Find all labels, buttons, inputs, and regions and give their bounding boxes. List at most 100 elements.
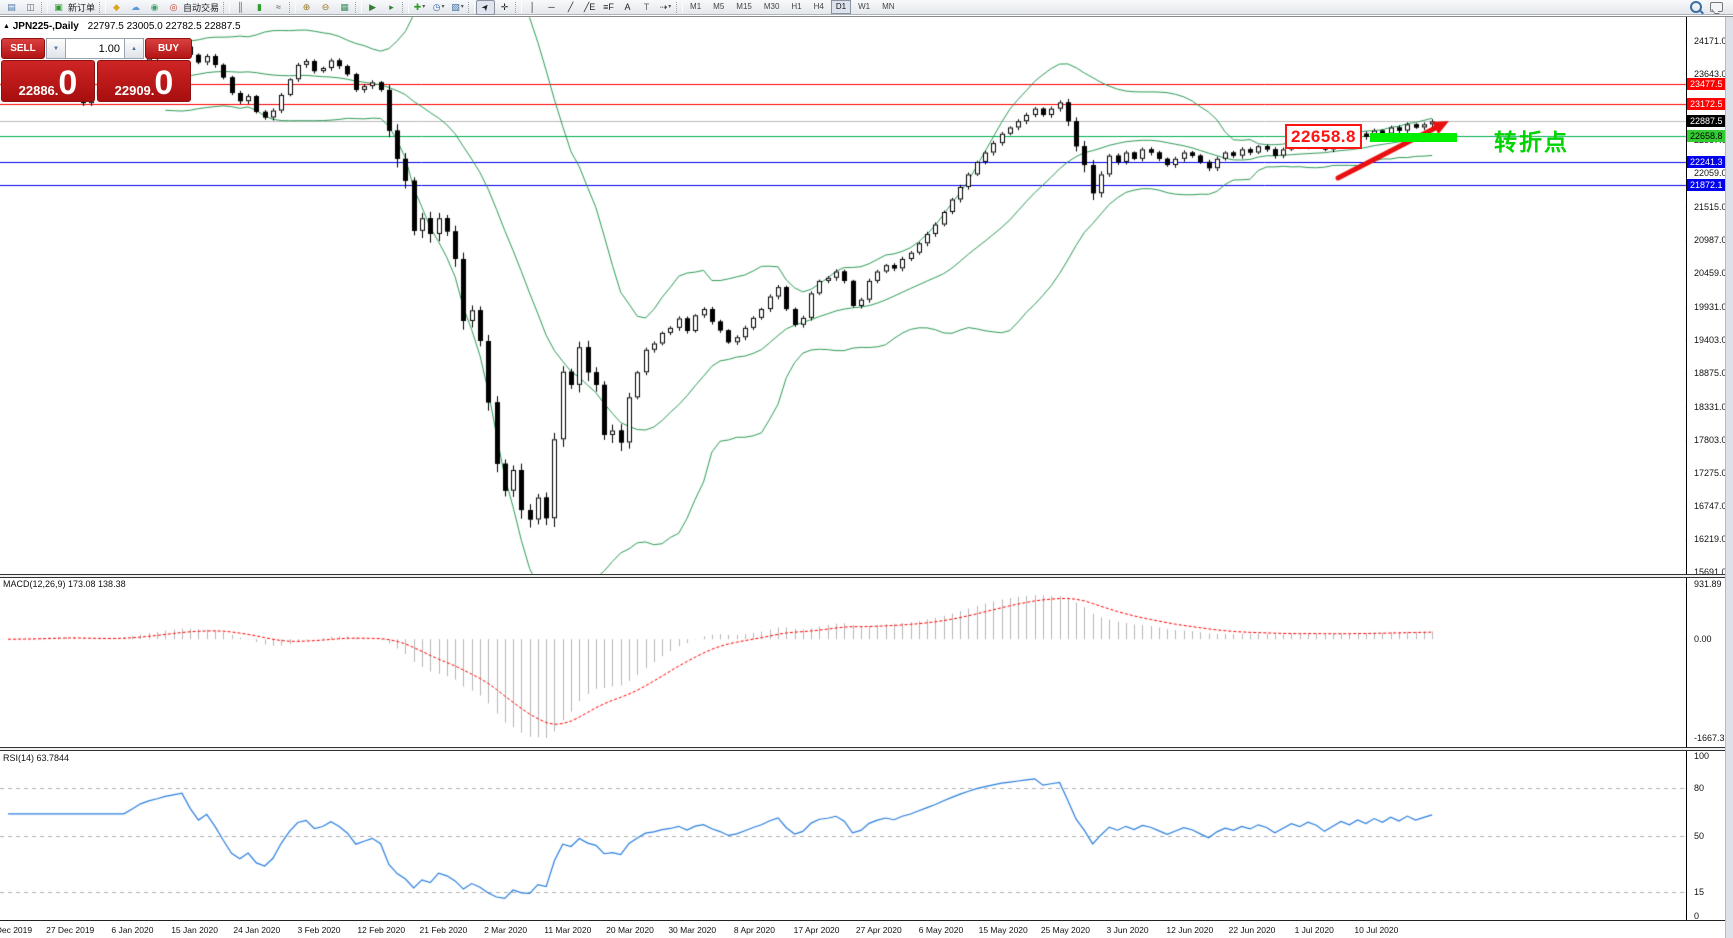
buy-price-separator: . (150, 83, 155, 98)
chart-window-border (0, 16, 1733, 17)
turning-point-annotation: 转折点 (1494, 129, 1569, 155)
bar-chart-icon[interactable]: ║ (231, 0, 250, 15)
time-axis-label: 25 May 2020 (1040, 925, 1090, 935)
price-axis-tick: 17803.0 (1694, 434, 1727, 445)
time-axis-label: 30 Mar 2020 (668, 925, 717, 935)
sell-button[interactable]: SELL (1, 38, 45, 59)
rsi-axis-tick: 100 (1694, 751, 1710, 761)
templates-icon[interactable]: ▧ ▾ (448, 0, 467, 15)
vertical-line-icon[interactable]: │ (523, 0, 542, 15)
timeframe-button-d1[interactable]: D1 (830, 0, 852, 14)
time-axis-label: 12 Jun 2020 (1166, 925, 1214, 935)
arrows-icon[interactable]: ⇢ ▾ (656, 0, 675, 15)
symbol-marker-icon: ▲ (3, 23, 10, 30)
fibonacci-icon: ≡F (603, 1, 614, 12)
buy-price-main: 22909 (114, 83, 151, 98)
cloud-icon: ☁ (131, 1, 141, 12)
text-icon[interactable]: A (618, 0, 637, 15)
crosshair-icon[interactable]: ✛ (495, 0, 514, 15)
chevron-down-icon[interactable]: ▾ (422, 3, 426, 10)
time-axis-label: 17 Apr 2020 (793, 925, 840, 935)
scrollbar[interactable] (1725, 17, 1733, 938)
time-axis-label: 21 Feb 2020 (419, 925, 468, 935)
chevron-down-icon[interactable]: ▾ (460, 3, 464, 10)
autotrading-icon[interactable]: ◎ (164, 0, 183, 15)
macd-axis-tick: 0.00 (1694, 634, 1712, 645)
time-axis-label: 22 Jun 2020 (1228, 925, 1276, 935)
time-axis-label: 10 Jul 2020 (1354, 925, 1399, 935)
sell-price-main: 22886 (18, 83, 55, 98)
rsi-axis-tick: 15 (1694, 887, 1705, 897)
new-order-icon[interactable]: ▣ (49, 0, 68, 15)
workspace-icon[interactable]: ▤ (2, 0, 21, 15)
timeframe-button-m1[interactable]: M1 (690, 2, 702, 11)
lot-size-input[interactable] (66, 38, 124, 59)
toolbar-separator (41, 1, 48, 13)
zoom-in-icon[interactable]: ⊕ (297, 0, 316, 15)
chat-icon[interactable] (1710, 2, 1723, 12)
timeframe-button-mn[interactable]: MN (882, 2, 895, 11)
candlestick-chart-icon: ▮ (257, 1, 262, 12)
fibonacci-icon[interactable]: ≡F (599, 0, 618, 15)
channel-icon: ╱E (583, 1, 596, 12)
chevron-down-icon[interactable]: ▾ (441, 3, 445, 10)
time-axis-label: 6 May 2020 (918, 925, 964, 935)
market-watch-icon: ◫ (26, 1, 35, 12)
signals-icon[interactable]: ◉ (145, 0, 164, 15)
panel-splitter[interactable] (0, 574, 1733, 578)
chart-shift-icon[interactable]: ▶ (363, 0, 382, 15)
price-axis-tick: 18875.0 (1694, 367, 1727, 378)
timeframe-button-h1[interactable]: H1 (791, 2, 802, 11)
highlight-bar-annotation (1370, 133, 1457, 142)
trendline-icon[interactable]: ╱ (561, 0, 580, 15)
price-axis-tick: 21515.0 (1694, 202, 1727, 213)
horizontal-line-icon[interactable]: ─ (542, 0, 561, 15)
periods-icon[interactable]: ◷ ▾ (429, 0, 448, 15)
search-icon[interactable] (1690, 1, 1702, 13)
symbol-ohlc-values: 22797.5 23005.0 22782.5 22887.5 (87, 21, 241, 32)
chevron-down-icon[interactable]: ▾ (668, 3, 672, 10)
cursor-icon: ➤ (478, 0, 492, 13)
time-axis-label: 27 Apr 2020 (855, 925, 902, 935)
timeframe-button-m15[interactable]: M15 (736, 2, 752, 11)
toolbar: ▤ ◫ ▣ 新订单 ◆ ☁ ◉ ◎ 自动交易 ║ ▮ ≈ ⊕ ⊖ ▦ ▶ ▸ ✚ ▾ ◷ ▾ ▧ ▾ ➤ ✛ │ ─ ╱ ╱E ≡F A T ⇢… (0, 0, 1733, 15)
sell-price-box[interactable]: 22886. 0 (1, 60, 95, 102)
tile-windows-icon[interactable]: ▦ (335, 0, 354, 15)
history-center-icon[interactable]: ◆ (107, 0, 126, 15)
lot-increase-button[interactable]: ▲ (124, 38, 144, 59)
new-chart-icon[interactable]: ✚ ▾ (410, 0, 429, 15)
toolbar-separator (676, 1, 684, 13)
auto-scroll-icon[interactable]: ▸ (382, 0, 401, 15)
auto-scroll-icon: ▸ (389, 1, 394, 12)
chart-shift-icon: ▶ (369, 1, 376, 12)
buy-button[interactable]: BUY (145, 38, 192, 59)
cursor-icon[interactable]: ➤ (476, 0, 496, 15)
rsi-axis-tick: 50 (1694, 831, 1705, 841)
crosshair-icon: ✛ (500, 1, 509, 12)
lot-decrease-button[interactable]: ▼ (46, 38, 66, 59)
workspace-icon: ▤ (7, 1, 16, 12)
timeframe-button-m5[interactable]: M5 (713, 2, 725, 11)
timeframe-button-h4[interactable]: H4 (813, 2, 824, 11)
buy-price-box[interactable]: 22909. 0 (97, 60, 191, 102)
new-order-icon: ▣ (54, 1, 63, 12)
toolbar-separator (223, 1, 231, 13)
candlestick-chart-icon[interactable]: ▮ (250, 0, 269, 15)
chart-bottom-border (0, 920, 1733, 921)
timeframe-button-w1[interactable]: W1 (858, 2, 871, 11)
sell-price-big-digit: 0 (58, 64, 78, 102)
price-axis-tick: 17275.0 (1694, 467, 1727, 478)
line-chart-icon[interactable]: ≈ (269, 0, 288, 15)
zoom-out-icon[interactable]: ⊖ (316, 0, 335, 15)
label-icon[interactable]: T (637, 0, 656, 15)
panel-splitter[interactable] (0, 747, 1733, 751)
cloud-icon[interactable]: ☁ (126, 0, 145, 15)
channel-icon[interactable]: ╱E (580, 0, 599, 15)
toolbar-separator (402, 1, 410, 13)
lot-size-stepper: ▼ ▲ (46, 38, 144, 59)
market-watch-icon[interactable]: ◫ (21, 0, 40, 15)
autotrading-icon: ◎ (169, 1, 178, 12)
timeframe-button-m30[interactable]: M30 (763, 2, 780, 11)
